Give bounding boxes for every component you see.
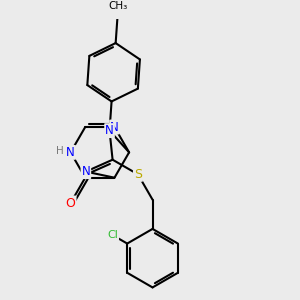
Text: N: N <box>110 121 119 134</box>
Text: CH₃: CH₃ <box>108 1 127 10</box>
Text: O: O <box>66 196 76 209</box>
Text: Cl: Cl <box>107 230 118 240</box>
Text: S: S <box>134 168 142 181</box>
Text: H: H <box>56 146 64 156</box>
Text: N: N <box>82 165 90 178</box>
Text: N: N <box>105 124 114 137</box>
Text: N: N <box>66 146 75 159</box>
